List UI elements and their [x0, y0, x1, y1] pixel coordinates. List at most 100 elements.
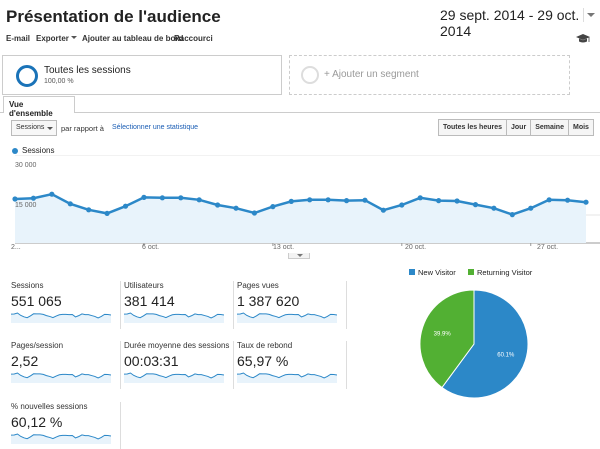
sessions-point[interactable]: [270, 204, 276, 210]
sessions-point[interactable]: [233, 205, 239, 211]
metric-value: 65,97 %: [237, 353, 289, 369]
metric-sparkline: [11, 372, 111, 383]
y-tick-label: 15 000: [15, 202, 37, 209]
granularity-day-button[interactable]: Jour: [506, 119, 532, 136]
sparkline-area: [11, 434, 111, 444]
sessions-point[interactable]: [491, 205, 497, 211]
chevron-down-icon[interactable]: [583, 8, 595, 22]
segment-ring-icon: [16, 65, 38, 87]
graduation-cap-icon[interactable]: [576, 34, 590, 44]
sessions-point[interactable]: [12, 196, 18, 202]
metric-value: 60,12 %: [11, 414, 63, 430]
tab-overview[interactable]: Vue d'ensemble: [3, 96, 75, 118]
select-metric-link[interactable]: Sélectionner une statistique: [112, 124, 198, 131]
sessions-point[interactable]: [528, 205, 534, 211]
legend-swatch: [468, 269, 474, 275]
metric-sparkline: [237, 312, 337, 323]
chart-resize-handle[interactable]: [288, 253, 310, 259]
y-tick-label: 30 000: [15, 162, 37, 169]
sessions-point[interactable]: [159, 195, 165, 201]
report-header: Présentation de l'audience 29 sept. 2014…: [0, 0, 600, 39]
metric-sessions[interactable]: Sessions 551 065: [11, 281, 121, 329]
x-tick-label: 2...: [11, 244, 21, 251]
metric-avg-session-duration[interactable]: Durée moyenne des sessions 00:03:31: [124, 341, 234, 389]
pie-slice-label: 60.1%: [497, 352, 515, 358]
metric-sparkline: [124, 312, 224, 323]
sessions-point[interactable]: [546, 197, 552, 203]
metric-value: 1 387 620: [237, 293, 300, 309]
sessions-point[interactable]: [343, 198, 350, 204]
compare-label: par rapport à: [61, 124, 104, 133]
sessions-point[interactable]: [215, 202, 221, 208]
pie-legend-returning-visitor[interactable]: Returning Visitor: [468, 268, 532, 277]
metric-label: Utilisateurs: [124, 281, 164, 290]
sessions-point[interactable]: [196, 197, 202, 203]
sessions-point[interactable]: [509, 212, 515, 218]
date-range-picker[interactable]: 29 sept. 2014 - 29 oct. 2014: [440, 7, 580, 39]
metric-pages-per-session[interactable]: Pages/session 2,52: [11, 341, 121, 389]
sparkline-area: [11, 373, 111, 383]
visitor-type-pie-chart: 60.1% 39.9%: [419, 289, 529, 399]
metric-new-sessions-percent[interactable]: % nouvelles sessions 60,12 %: [11, 402, 121, 449]
sessions-point[interactable]: [380, 207, 386, 213]
metric-label: Pages/session: [11, 341, 64, 350]
metric-select[interactable]: Sessions: [11, 120, 57, 136]
pie-slice-label: 39.9%: [434, 332, 452, 338]
pie-legend-new-visitor[interactable]: New Visitor: [409, 268, 456, 277]
shortcut-button[interactable]: Raccourci: [174, 34, 213, 43]
export-button[interactable]: Exporter: [36, 34, 77, 43]
sessions-point[interactable]: [307, 197, 313, 203]
sessions-point[interactable]: [583, 199, 589, 205]
sessions-point[interactable]: [472, 202, 479, 208]
granularity-week-button[interactable]: Semaine: [530, 119, 569, 136]
segment-all-sessions[interactable]: Toutes les sessions 100,00 %: [2, 55, 282, 95]
legend-label: Returning Visitor: [477, 268, 533, 277]
sessions-area: [15, 194, 586, 243]
sparkline-line: [11, 433, 111, 440]
sessions-point[interactable]: [362, 197, 368, 203]
metric-pageviews[interactable]: Pages vues 1 387 620: [237, 281, 347, 329]
email-button[interactable]: E-mail: [6, 34, 31, 43]
sessions-point[interactable]: [86, 207, 92, 213]
granularity-month-button[interactable]: Mois: [567, 119, 594, 136]
sparkline-line: [124, 312, 224, 319]
sessions-point[interactable]: [417, 195, 423, 201]
metric-users[interactable]: Utilisateurs 381 414: [124, 281, 234, 329]
sessions-point[interactable]: [30, 195, 37, 201]
sessions-point[interactable]: [288, 198, 294, 204]
metric-bounce-rate[interactable]: Taux de rebond 65,97 %: [237, 341, 347, 389]
sparkline-line: [11, 372, 111, 379]
sparkline-line: [237, 312, 337, 319]
sessions-legend-label: Sessions: [22, 146, 55, 155]
sessions-point[interactable]: [67, 201, 73, 207]
add-to-dashboard-button[interactable]: Ajouter au tableau de bord: [82, 34, 184, 43]
sessions-point[interactable]: [122, 203, 129, 209]
metric-label: % nouvelles sessions: [11, 402, 88, 411]
x-tick-label: 27 oct.: [537, 244, 559, 251]
sessions-point[interactable]: [104, 210, 110, 216]
sessions-point[interactable]: [49, 191, 55, 197]
sessions-line: [14, 192, 587, 216]
sessions-point[interactable]: [454, 198, 460, 204]
sessions-point[interactable]: [436, 198, 442, 204]
tab-divider: [0, 112, 600, 113]
sessions-point[interactable]: [564, 197, 571, 203]
metric-sparkline: [11, 312, 111, 323]
sessions-point[interactable]: [251, 210, 258, 216]
granularity-hourly-button[interactable]: Toutes les heures: [438, 119, 508, 136]
sparkline-line: [11, 312, 111, 319]
x-tick-label: 13 oct.: [273, 244, 295, 251]
segment-name: Toutes les sessions: [44, 65, 131, 76]
add-segment-button[interactable]: + Ajouter un segment: [289, 55, 570, 95]
sessions-point[interactable]: [141, 194, 147, 200]
page-title: Présentation de l'audience: [6, 7, 221, 26]
x-tick-label: 20 oct.: [405, 244, 427, 251]
metric-label: Durée moyenne des sessions: [124, 341, 230, 350]
chevron-down-icon: [70, 36, 77, 42]
pie-slice[interactable]: [419, 289, 475, 389]
sessions-point[interactable]: [325, 197, 331, 203]
sessions-line-chart: [12, 155, 600, 246]
sessions-point[interactable]: [399, 202, 405, 208]
pie-slice[interactable]: [441, 289, 529, 399]
sessions-point[interactable]: [178, 195, 184, 201]
